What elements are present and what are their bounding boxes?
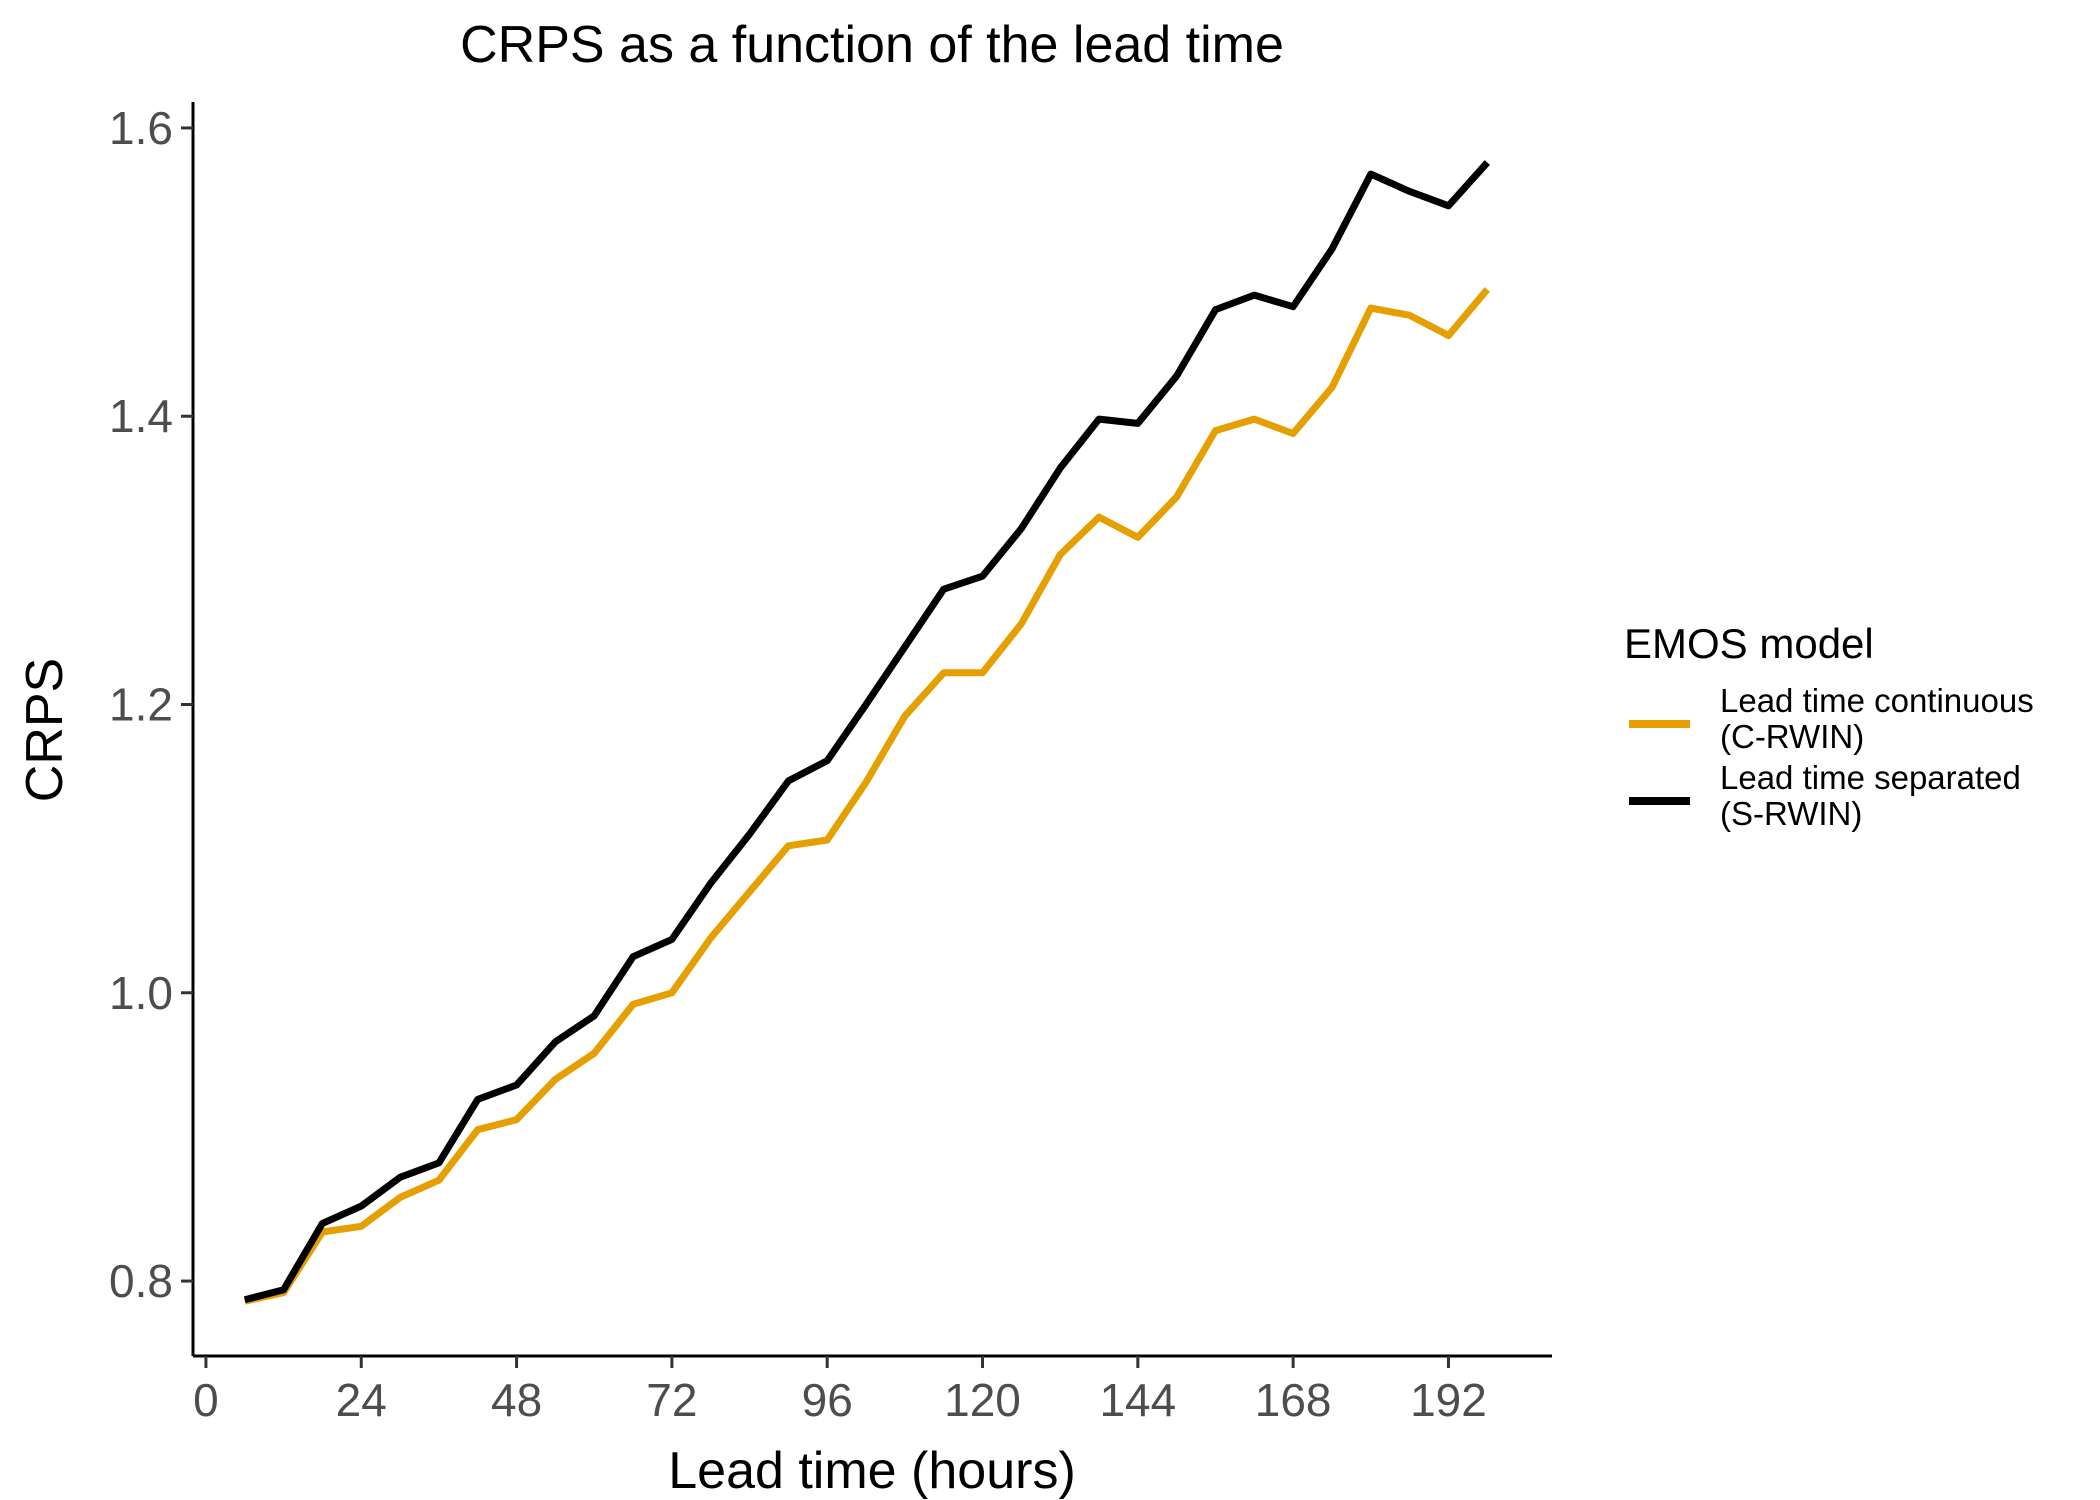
legend-items: Lead time continuous(C-RWIN) Lead time se… xyxy=(1629,682,2034,832)
x-tick-label: 120 xyxy=(944,1374,1021,1426)
x-tick-label: 192 xyxy=(1410,1374,1487,1426)
series-line-1 xyxy=(244,287,1490,1305)
legend-label-1: (C-RWIN) xyxy=(1720,718,1864,755)
series-group xyxy=(243,160,1490,1305)
series-line-2 xyxy=(243,160,1490,1304)
plot-area: 0 24 48 72 96 120 144 168 192 0.8 1.0 1.2 1.4 1.6 xyxy=(109,102,1552,1426)
y-axis-title: CRPS xyxy=(16,658,74,802)
x-tick-label: 24 xyxy=(336,1374,387,1426)
x-tick-label: 0 xyxy=(193,1374,219,1426)
legend-title: EMOS model xyxy=(1624,620,1874,667)
chart-title: CRPS as a function of the lead time xyxy=(460,16,1284,74)
y-tick-label: 1.6 xyxy=(109,102,173,154)
x-tick-label: 96 xyxy=(802,1374,853,1426)
legend-label-1: Lead time continuous xyxy=(1720,682,2034,719)
x-axis-ticks: 0 24 48 72 96 120 144 168 192 xyxy=(193,1356,1487,1426)
x-tick-label: 168 xyxy=(1255,1374,1332,1426)
y-tick-label: 1.4 xyxy=(109,390,173,442)
y-axis-ticks: 0.8 1.0 1.2 1.4 1.6 xyxy=(109,102,193,1307)
x-tick-label: 72 xyxy=(646,1374,697,1426)
y-tick-label: 1.0 xyxy=(109,967,173,1019)
legend: EMOS model Lead time continuous(C-RWIN)L… xyxy=(1624,620,2034,832)
x-tick-label: 48 xyxy=(491,1374,542,1426)
x-tick-label: 144 xyxy=(1099,1374,1176,1426)
legend-label-2: (S-RWIN) xyxy=(1720,795,1862,832)
y-tick-label: 0.8 xyxy=(109,1255,173,1307)
legend-label-2: Lead time separated xyxy=(1720,759,2021,796)
x-axis-title: Lead time (hours) xyxy=(668,1442,1076,1500)
y-tick-label: 1.2 xyxy=(109,678,173,730)
